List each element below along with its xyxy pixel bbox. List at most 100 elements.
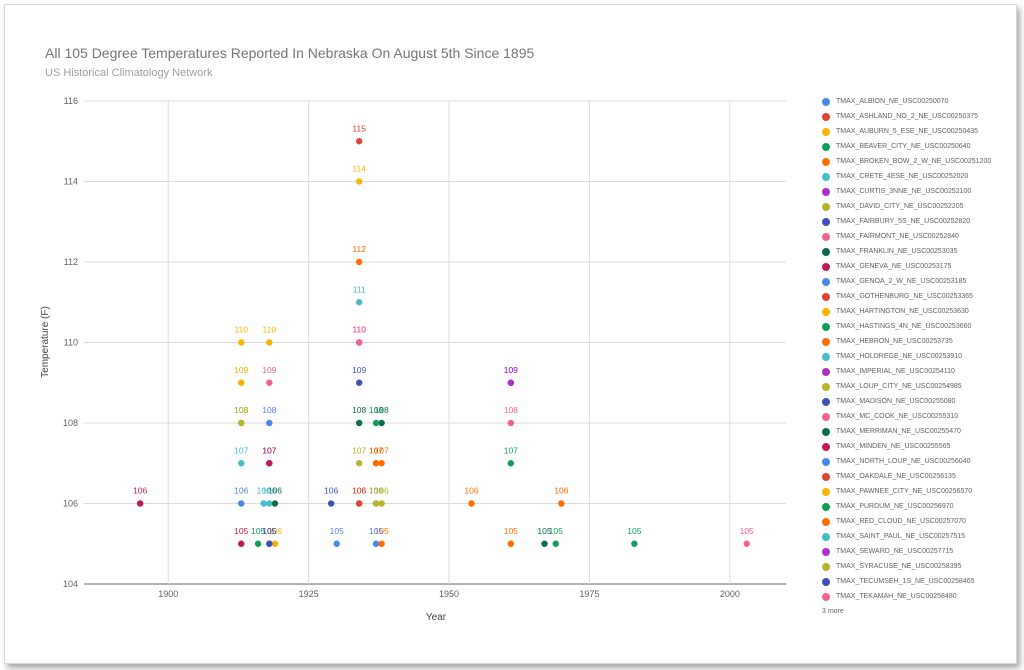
legend-item[interactable]: TMAX_ALBION_NE_USC00250070	[822, 94, 1018, 109]
legend-item[interactable]: TMAX_GOTHENBURG_NE_USC00253365	[822, 289, 1018, 304]
legend-item[interactable]: TMAX_ASHLAND_NO_2_NE_USC00250375	[822, 109, 1018, 124]
data-label: 106	[234, 486, 248, 496]
legend-item[interactable]: TMAX_SAINT_PAUL_NE_USC00257515	[822, 529, 1018, 544]
data-label: 108	[369, 405, 383, 415]
legend-label: TMAX_HEBRON_NE_USC00253735	[836, 338, 953, 345]
legend-item[interactable]: TMAX_FAIRBURY_5S_NE_USC00252820	[822, 214, 1018, 229]
legend-item[interactable]: TMAX_GENEVA_NE_USC00253175	[822, 259, 1018, 274]
legend-item[interactable]: TMAX_FAIRMONT_NE_USC00252840	[822, 229, 1018, 244]
data-label: 110	[263, 325, 277, 335]
data-point[interactable]	[327, 500, 335, 507]
data-point[interactable]	[541, 540, 548, 547]
data-point[interactable]	[631, 540, 638, 547]
data-point[interactable]	[355, 460, 363, 467]
data-point[interactable]	[271, 540, 279, 547]
data-point[interactable]	[266, 419, 273, 427]
data-point[interactable]	[238, 540, 245, 547]
data-point[interactable]	[372, 500, 380, 507]
data-point[interactable]	[355, 500, 363, 507]
data-point[interactable]	[254, 540, 262, 547]
data-point[interactable]	[507, 460, 515, 467]
data-point[interactable]	[507, 540, 515, 547]
data-point[interactable]	[507, 419, 515, 427]
data-point[interactable]	[507, 379, 515, 386]
legend-item[interactable]: TMAX_BEAVER_CITY_NE_USC00250640	[822, 139, 1018, 154]
legend-label: TMAX_OAKDALE_NE_USC00256135	[836, 473, 956, 480]
data-point[interactable]	[355, 258, 363, 266]
data-point[interactable]	[378, 419, 385, 427]
legend-label: TMAX_PURDUM_NE_USC00256970	[836, 503, 954, 510]
legend-item[interactable]: TMAX_HASTINGS_4N_NE_USC00253660	[822, 319, 1018, 334]
data-point[interactable]	[372, 419, 380, 427]
legend-item[interactable]: TMAX_SYRACUSE_NE_USC00258395	[822, 559, 1018, 574]
legend-item[interactable]: TMAX_CURTIS_3NNE_NE_USC00252100	[822, 184, 1018, 199]
data-point[interactable]	[355, 419, 363, 427]
data-point[interactable]	[355, 299, 363, 306]
legend-item[interactable]: TMAX_OAKDALE_NE_USC00256135	[822, 469, 1018, 484]
data-point[interactable]	[266, 379, 273, 386]
legend-swatch	[822, 202, 830, 211]
legend-item[interactable]: TMAX_MC_COOK_NE_USC00255310	[822, 409, 1018, 424]
legend-item[interactable]: TMAX_RED_CLOUD_NE_USC00257070	[822, 514, 1018, 529]
data-point[interactable]	[552, 540, 559, 547]
legend-item[interactable]: TMAX_SEWARD_NE_USC00257715	[822, 544, 1018, 559]
legend-swatch	[822, 502, 830, 511]
data-point[interactable]	[355, 379, 363, 386]
legend-item[interactable]: TMAX_HARTINGTON_NE_USC00253630	[822, 304, 1018, 319]
data-point[interactable]	[355, 178, 363, 185]
data-point[interactable]	[468, 500, 475, 507]
data-point[interactable]	[378, 540, 385, 547]
legend-item[interactable]: TMAX_FRANKLIN_NE_USC00253035	[822, 244, 1018, 259]
data-point[interactable]	[266, 460, 273, 467]
data-point[interactable]	[238, 500, 245, 507]
data-point[interactable]	[266, 500, 273, 507]
legend-item[interactable]: TMAX_TECUMSEH_1S_NE_USC00258465	[822, 574, 1018, 589]
y-tick-label: 110	[64, 338, 78, 348]
data-point[interactable]	[260, 500, 267, 507]
legend-item[interactable]: TMAX_BROKEN_BOW_2_W_NE_USC00251200	[822, 154, 1018, 169]
legend-item[interactable]: TMAX_MERRIMAN_NE_USC00255470	[822, 424, 1018, 439]
legend-item[interactable]: TMAX_TEKAMAH_NE_USC00258480	[822, 589, 1018, 604]
data-point[interactable]	[266, 540, 273, 547]
legend-item[interactable]: TMAX_PURDUM_NE_USC00256970	[822, 499, 1018, 514]
data-point[interactable]	[238, 379, 245, 386]
data-point[interactable]	[238, 419, 245, 427]
legend-label: TMAX_MINDEN_NE_USC00255565	[836, 443, 951, 450]
legend-swatch	[822, 472, 830, 481]
legend-item[interactable]: TMAX_CRETE_4ESE_NE_USC00252020	[822, 169, 1018, 184]
legend-item[interactable]: TMAX_NORTH_LOUP_NE_USC00256040	[822, 454, 1018, 469]
legend-item[interactable]: TMAX_LOUP_CITY_NE_USC00254985	[822, 379, 1018, 394]
legend-item[interactable]: TMAX_GENOA_2_W_NE_USC00253185	[822, 274, 1018, 289]
legend-label: TMAX_BEAVER_CITY_NE_USC00250640	[836, 143, 971, 150]
data-label: 105	[251, 526, 265, 536]
data-point[interactable]	[238, 460, 245, 467]
legend-more-link[interactable]: 3 more	[822, 608, 844, 615]
legend-item[interactable]: TMAX_IMPERIAL_NE_USC00254110	[822, 364, 1018, 379]
data-label: 109	[504, 365, 518, 375]
data-point[interactable]	[136, 500, 144, 507]
data-point[interactable]	[372, 460, 380, 467]
data-point[interactable]	[333, 540, 340, 547]
legend-swatch	[822, 172, 830, 181]
data-point[interactable]	[266, 339, 273, 346]
data-point[interactable]	[355, 339, 363, 346]
legend-item[interactable]: TMAX_HEBRON_NE_USC00253735	[822, 334, 1018, 349]
legend-item[interactable]: TMAX_MADISON_NE_USC00255080	[822, 394, 1018, 409]
legend-item[interactable]: TMAX_DAVID_CITY_NE_USC00252205	[822, 199, 1018, 214]
data-point[interactable]	[378, 500, 385, 507]
data-point[interactable]	[558, 500, 565, 507]
legend-item[interactable]: TMAX_MINDEN_NE_USC00255565	[822, 439, 1018, 454]
legend-item[interactable]: TMAX_PAWNEE_CITY_NE_USC00256570	[822, 484, 1018, 499]
data-label: 108	[352, 405, 366, 415]
data-point[interactable]	[378, 460, 385, 467]
legend-swatch	[822, 517, 830, 526]
data-point[interactable]	[238, 339, 245, 346]
data-point[interactable]	[355, 138, 363, 145]
legend-item[interactable]: TMAX_AUBURN_5_ESE_NE_USC00250435	[822, 124, 1018, 139]
data-points[interactable]: 1051061151141051121071061071091081071071…	[133, 123, 754, 547]
data-point[interactable]	[372, 540, 380, 547]
data-label: 106	[369, 486, 383, 496]
legend-item[interactable]: TMAX_HOLDREGE_NE_USC00253910	[822, 349, 1018, 364]
data-point[interactable]	[271, 500, 279, 507]
data-point[interactable]	[743, 540, 750, 547]
